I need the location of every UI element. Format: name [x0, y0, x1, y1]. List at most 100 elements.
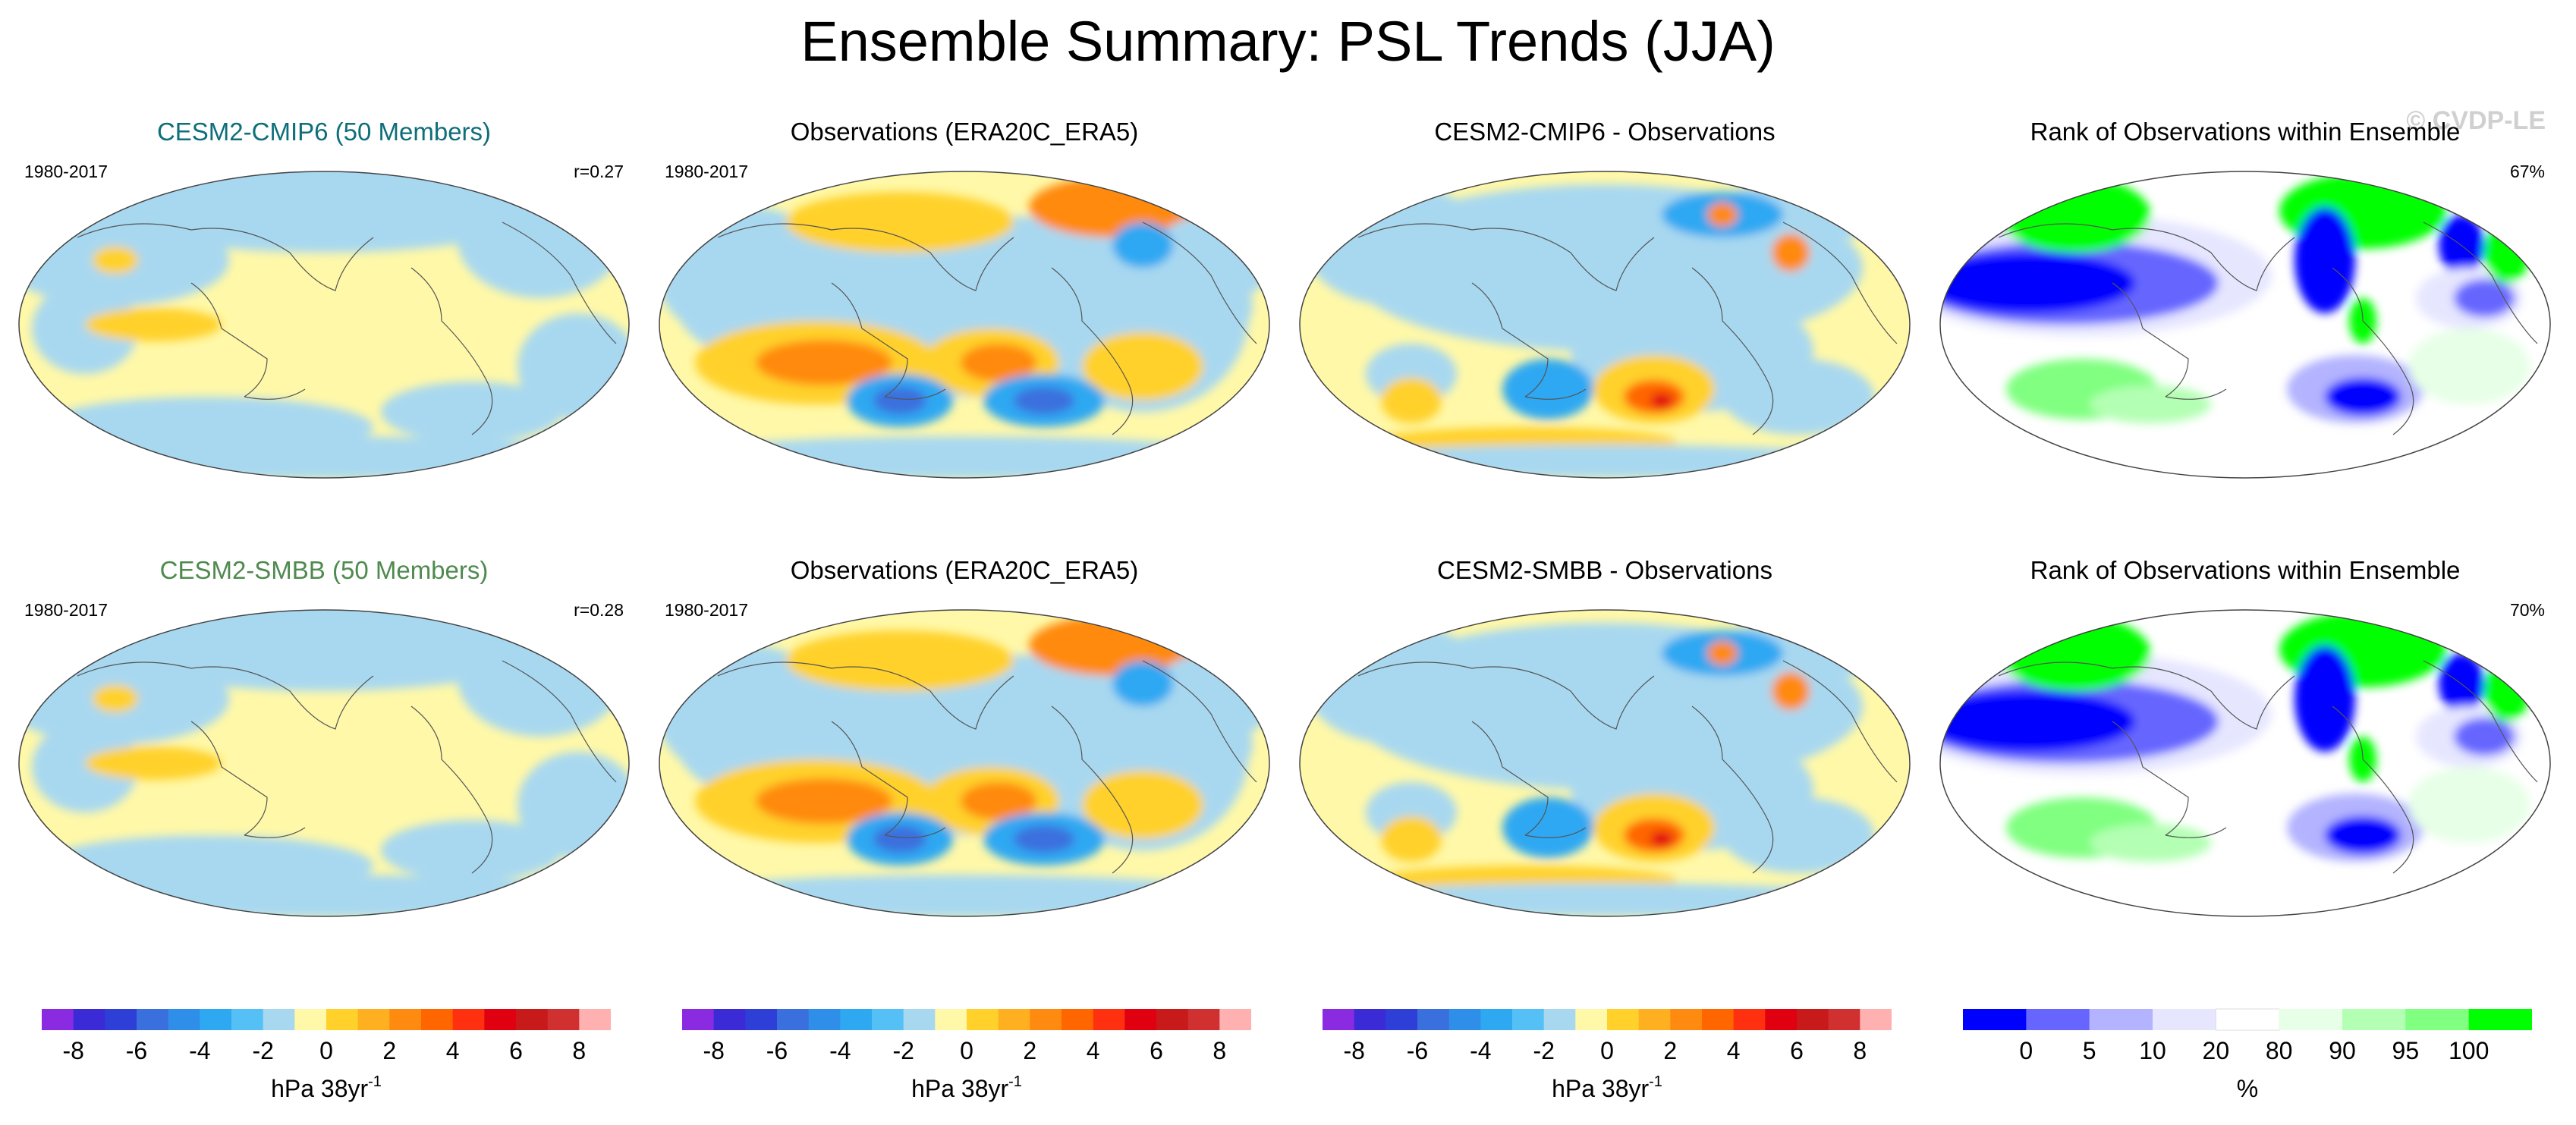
coastline — [1471, 721, 1549, 836]
colorbar-swatch — [872, 1009, 904, 1030]
field-contour — [1150, 653, 1269, 744]
colorbar-swatch — [484, 1009, 517, 1030]
colorbar-tick-label: 0 — [319, 1037, 333, 1064]
panel-title: CESM2-SMBB (50 Members) — [159, 556, 489, 584]
colorbar-swatch — [1480, 1009, 1513, 1030]
coastline — [717, 661, 1014, 730]
coastline — [77, 661, 374, 730]
field-contour — [672, 436, 1249, 478]
colorbar-swatch — [1733, 1009, 1766, 1030]
field-contour — [1112, 661, 1173, 706]
colorbar-tick-label: 8 — [1853, 1037, 1867, 1064]
colorbar-swatch — [1187, 1009, 1220, 1030]
colorbar-swatch — [1797, 1009, 1829, 1030]
coastline — [2112, 282, 2189, 398]
panel-title: Observations (ERA20C_ERA5) — [790, 556, 1139, 584]
colorbar-swatch — [1062, 1009, 1094, 1030]
panel-rank-percent: 70% — [2509, 600, 2545, 620]
colorbar-tick-label: 100 — [2449, 1037, 2489, 1064]
colorbar-swatch — [1670, 1009, 1703, 1030]
colorbar-tick-label: 8 — [572, 1037, 586, 1064]
colorbar-tick-label: -4 — [829, 1037, 851, 1064]
field-contour — [2408, 767, 2530, 843]
panel-years: 1980-2017 — [24, 162, 108, 181]
map-outline — [659, 609, 1270, 917]
field-contour — [457, 177, 624, 298]
coastlines — [77, 222, 617, 435]
field-contour — [1772, 672, 1810, 710]
robinson-map — [17, 608, 631, 919]
field-contour — [457, 615, 624, 737]
figure-title: Ensemble Summary: PSL Trends (JJA) — [800, 10, 1776, 73]
field-contour — [32, 283, 138, 374]
field-contour — [1082, 771, 1203, 839]
field-contour — [1722, 359, 1874, 435]
colorbar-tick-label: -4 — [189, 1037, 210, 1064]
colorbar-4: 0 5 10 20 80 90 95 100% — [1963, 1007, 2532, 1114]
field-contour — [1082, 332, 1203, 401]
colorbar-swatch — [421, 1009, 454, 1030]
map-outline — [18, 609, 630, 917]
field-contour — [1502, 797, 1593, 858]
colorbar-swatch — [1093, 1009, 1125, 1030]
field-contour — [1707, 641, 1738, 665]
colorbar-swatch — [1963, 1009, 2027, 1030]
coastline — [1998, 223, 2295, 291]
colorbar-swatch — [137, 1009, 169, 1030]
colorbar-tick-label: 95 — [2392, 1037, 2420, 1064]
field-contour — [1305, 184, 1487, 306]
colorbar-tick-label: 6 — [1790, 1037, 1804, 1064]
colorbar-swatch — [1386, 1009, 1418, 1030]
coastline — [244, 388, 306, 400]
map-panel-r2-c3: CESM2-SMBB - Observations — [1290, 556, 1920, 928]
coastline — [1357, 223, 1655, 291]
field-contour — [873, 825, 926, 853]
colorbar-tick-label: 0 — [1600, 1037, 1614, 1064]
colorbar-units-label: hPa 38yr-1 — [911, 1073, 1022, 1102]
colorbar-swatch — [2026, 1009, 2090, 1030]
field-contour — [1150, 215, 1269, 306]
robinson-map — [1938, 169, 2552, 480]
colorbar-swatch — [1323, 1009, 1355, 1030]
field-contour — [32, 436, 609, 478]
colorbar-swatch — [105, 1009, 137, 1030]
coastline — [244, 827, 306, 838]
map-outline — [659, 171, 1270, 479]
colorbar-tick-label: 2 — [382, 1037, 396, 1064]
field-contour — [1940, 253, 2135, 313]
field-contour — [1112, 222, 1173, 268]
field-contour — [1650, 393, 1673, 408]
colorbar-tick-label: 10 — [2139, 1037, 2166, 1064]
colorbar-tick-label: -6 — [766, 1037, 788, 1064]
coastlines — [1998, 222, 2538, 435]
colorbar-swatch — [231, 1009, 264, 1030]
map-panel-r2-c2: Observations (ERA20C_ERA5) 1980-2017 — [650, 556, 1279, 928]
colorbar-swatch — [777, 1009, 810, 1030]
coastline — [831, 721, 908, 836]
colorbar-swatch — [1030, 1009, 1062, 1030]
colorbar-swatch — [808, 1009, 841, 1030]
field-contour — [85, 746, 222, 780]
colorbar-swatch — [1638, 1009, 1671, 1030]
colorbar-swatch — [1156, 1009, 1189, 1030]
coastline — [831, 282, 908, 398]
coastline — [410, 705, 493, 874]
colorbar-swatch — [294, 1009, 327, 1030]
coastline — [884, 827, 946, 838]
colorbar-swatch — [1448, 1009, 1481, 1030]
field-contour — [2454, 718, 2515, 756]
field-contour — [1313, 445, 1889, 478]
coastline — [1142, 660, 1257, 783]
robinson-map — [657, 608, 1272, 919]
coastline — [2112, 721, 2189, 836]
colorbar-swatch — [2468, 1009, 2532, 1030]
colorbar-tick-label: 4 — [1727, 1037, 1741, 1064]
colorbar-tick-label: -2 — [1533, 1037, 1554, 1064]
coastline — [1691, 705, 1774, 874]
field-contour — [32, 875, 609, 916]
field-contour — [2294, 646, 2355, 752]
panel-correlation: r=0.28 — [574, 600, 624, 620]
panel-title: CESM2-CMIP6 (50 Members) — [156, 118, 492, 146]
colorbar-swatch — [1543, 1009, 1576, 1030]
colorbar-swatch — [516, 1009, 549, 1030]
